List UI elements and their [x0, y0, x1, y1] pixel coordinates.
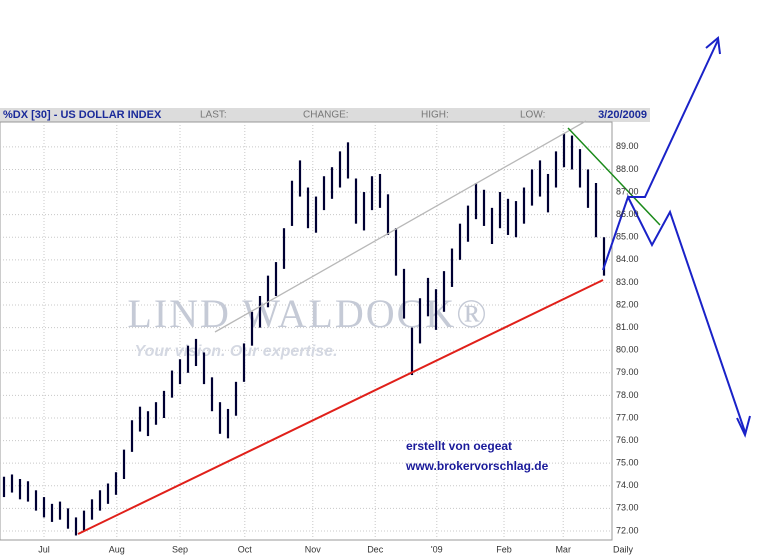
x-tick-label: Oct [238, 544, 253, 554]
y-tick-label: 82.00 [616, 299, 639, 309]
y-tick-label: 72.00 [616, 525, 639, 535]
header-field: LOW: [520, 110, 545, 121]
watermark: LIND WALDOCK® [127, 291, 488, 336]
header-field: LAST: [200, 110, 227, 121]
arrowhead [705, 36, 721, 55]
x-tick-label: Sep [172, 544, 188, 554]
resistance-trendline [567, 127, 661, 226]
arrowhead [736, 415, 751, 438]
watermark-slogan: Your vision. Our expertise. [134, 343, 337, 360]
y-tick-label: 89.00 [616, 141, 639, 151]
header-field: CHANGE: [303, 110, 349, 121]
x-tick-label: Jul [38, 544, 50, 554]
price-bars [2, 133, 606, 536]
y-tick-label: 77.00 [616, 412, 639, 422]
x-tick-label: Nov [305, 544, 322, 554]
header-field: HIGH: [421, 110, 449, 121]
x-tick-label: Mar [555, 544, 571, 554]
y-tick-label: 74.00 [616, 480, 639, 490]
grid [0, 122, 612, 540]
annotation: erstellt von oegeat [406, 439, 512, 453]
header-date: 3/20/2009 [598, 109, 647, 121]
y-tick-label: 78.00 [616, 390, 639, 400]
x-tick-label: Aug [109, 544, 125, 554]
y-tick-label: 87.00 [616, 186, 639, 196]
y-tick-label: 76.00 [616, 435, 639, 445]
x-tick-label: Feb [496, 544, 512, 554]
y-tick-label: 73.00 [616, 503, 639, 513]
forecast-arrow-down [602, 194, 746, 433]
y-tick-label: 85.00 [616, 232, 639, 242]
y-tick-label: 79.00 [616, 367, 639, 377]
x-tick-label: '09 [431, 544, 443, 554]
x-axis-label: Daily [613, 544, 634, 554]
chart-title: %DX [30] - US DOLLAR INDEX [3, 109, 162, 121]
header-bar [0, 108, 650, 122]
annotation: www.brokervorschlag.de [405, 459, 549, 473]
y-tick-label: 75.00 [616, 458, 639, 468]
y-tick-label: 86.00 [616, 209, 639, 219]
y-tick-label: 83.00 [616, 277, 639, 287]
y-tick-label: 88.00 [616, 164, 639, 174]
y-tick-label: 84.00 [616, 254, 639, 264]
upper-trendline [214, 120, 587, 333]
y-tick-label: 80.00 [616, 345, 639, 355]
support-trendline [77, 279, 604, 535]
forecast-arrow-up [628, 39, 719, 198]
x-tick-label: Dec [367, 544, 384, 554]
y-tick-label: 81.00 [616, 322, 639, 332]
